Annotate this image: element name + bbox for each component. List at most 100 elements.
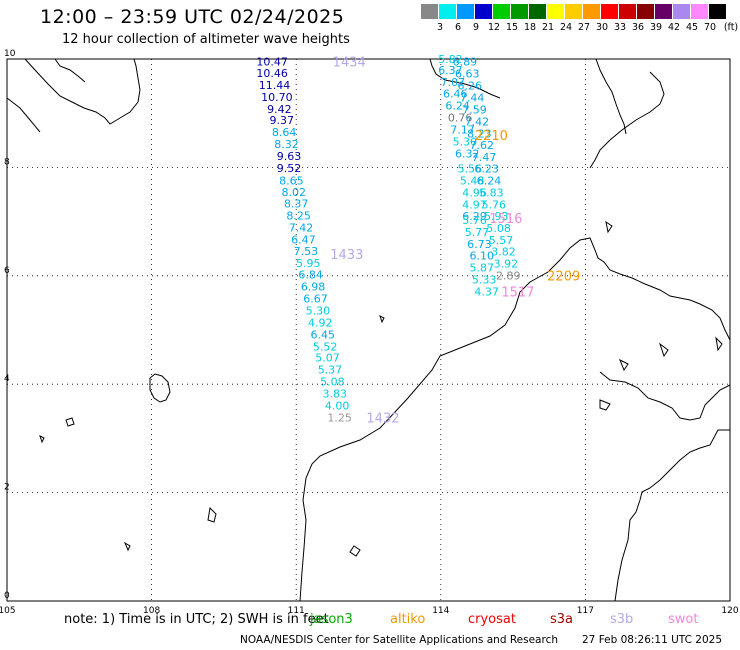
- wave-height-value: 3.92: [494, 257, 519, 270]
- lat-lon-gridlines: [6, 58, 731, 602]
- wave-height-value: 5.76: [462, 214, 487, 227]
- scale-label: 18: [523, 22, 537, 33]
- scale-label: 24: [559, 22, 573, 33]
- wave-height-value: 4.37: [474, 286, 499, 299]
- wave-height-value: 6.98: [301, 281, 326, 294]
- scale-label: 45: [685, 22, 699, 33]
- island-small-9: [659, 342, 669, 358]
- wave-height-value: 5.56: [457, 162, 482, 175]
- wave-height-value: 10.46: [256, 67, 288, 80]
- wave-height-value: 6.67: [303, 293, 328, 306]
- island-natuna: [149, 373, 171, 403]
- wave-height-value: 5.57: [489, 234, 514, 247]
- island-small-4: [349, 545, 361, 557]
- scale-swatch: [475, 4, 492, 19]
- wave-height-value: 5.76: [482, 198, 507, 211]
- lat-tick-label: 8: [4, 157, 10, 167]
- wave-height-value: 5.48: [460, 174, 485, 187]
- scale-label: 12: [487, 22, 501, 33]
- wave-height-value: 6.84: [298, 269, 323, 282]
- wave-height-value: 5.30: [453, 135, 478, 148]
- wave-height-value: 4.00: [325, 399, 350, 412]
- axis-tick-labels: 105 108 111 114 117 120 0 2 4 6 8 10: [0, 49, 739, 616]
- wave-height-value: 6.73: [467, 238, 492, 251]
- coastline-vietnam: [429, 58, 627, 135]
- island-small-8: [605, 220, 613, 234]
- scale-swatch: [601, 4, 618, 19]
- scale-swatch: [421, 4, 438, 19]
- pass-number-label: 1517: [501, 286, 534, 301]
- pass-number-label: 2209: [547, 269, 580, 284]
- wave-height-value: 0.76: [448, 112, 473, 125]
- wave-height-value: 7.42: [289, 222, 314, 235]
- scale-swatch: [565, 4, 582, 19]
- pass-number-label: 1434: [333, 56, 366, 71]
- scale-label: 3: [436, 22, 444, 33]
- island-small-7: [599, 399, 611, 411]
- wave-height-value: 4.92: [308, 316, 333, 329]
- scale-label: 6: [454, 22, 462, 33]
- scale-swatch: [691, 4, 708, 19]
- island-small-11: [619, 358, 629, 372]
- legend-item-s3a: s3a: [550, 612, 574, 627]
- wave-height-value: 5.30: [306, 304, 331, 317]
- wave-height-value: 6.24: [445, 100, 470, 113]
- lat-tick-label: 10: [4, 49, 16, 59]
- wave-height-value: 6.37: [438, 64, 463, 77]
- wave-height-value: 3.83: [323, 387, 348, 400]
- scale-label: 42: [667, 22, 681, 33]
- legend-item-cryosat: cryosat: [468, 612, 516, 627]
- scale-swatch: [619, 4, 636, 19]
- scale-label: 70: [703, 22, 717, 33]
- wave-height-value: 8.64: [272, 126, 297, 139]
- wave-height-value: 10.70: [261, 91, 293, 104]
- scale-swatch: [457, 4, 474, 19]
- scale-label: 9: [472, 22, 480, 33]
- scale-label: 36: [631, 22, 645, 33]
- scale-swatch: [709, 4, 726, 19]
- wave-height-value: 6.45: [310, 328, 335, 341]
- wave-height-value: 6.24: [477, 174, 502, 187]
- coastline-malay-peninsula: [24, 58, 141, 125]
- lon-tick-label: 111: [288, 606, 305, 616]
- scale-swatch: [439, 4, 456, 19]
- scale-swatch: [583, 4, 600, 19]
- chart-title: 12:00 – 23:59 UTC 02/24/2025: [40, 6, 345, 28]
- wave-height-value: 7.42: [465, 115, 490, 128]
- island-small-10: [715, 336, 723, 352]
- wave-height-value: 5.08: [320, 375, 345, 388]
- wave-height-value: 5.52: [313, 340, 338, 353]
- coastline-malay-west: [6, 97, 41, 133]
- wave-height-value: 7.44: [460, 91, 485, 104]
- wave-height-value: 7.59: [462, 103, 487, 116]
- coastlines: [6, 58, 731, 602]
- scale-label: 33: [613, 22, 627, 33]
- wave-height-value: 9.63: [277, 150, 302, 163]
- chart-subtitle: 12 hour collection of altimeter wave hei…: [62, 32, 350, 47]
- wave-height-value: 6.32: [455, 147, 480, 160]
- coastline-sabah-east: [599, 371, 731, 421]
- wave-height-value: 5.08: [486, 222, 511, 235]
- island-small-2: [65, 417, 75, 427]
- pass-number-label: 1516: [489, 212, 522, 227]
- legend-item-jason3: jason3: [310, 612, 353, 627]
- lat-tick-label: 2: [4, 483, 10, 493]
- scale-unit: (ft): [723, 22, 739, 33]
- wave-height-value: 7.62: [470, 139, 495, 152]
- wave-height-value: 6.47: [291, 233, 316, 246]
- island-small-5: [123, 541, 131, 552]
- scale-swatch: [511, 4, 528, 19]
- scale-label: 39: [649, 22, 663, 33]
- lon-tick-label: 114: [432, 606, 449, 616]
- wave-height-value: 8.37: [284, 198, 309, 211]
- pass-number-label: 1432: [366, 411, 399, 426]
- scale-label: 30: [595, 22, 609, 33]
- scale-swatch: [547, 4, 564, 19]
- wave-height-value: 4.96: [462, 186, 487, 199]
- wave-height-value: 9.52: [277, 162, 302, 175]
- wave-height-value: 6.89: [453, 56, 478, 69]
- wave-height-value: 5.82: [438, 53, 463, 66]
- wave-height-value: 8.32: [274, 138, 299, 151]
- scale-swatch: [493, 4, 510, 19]
